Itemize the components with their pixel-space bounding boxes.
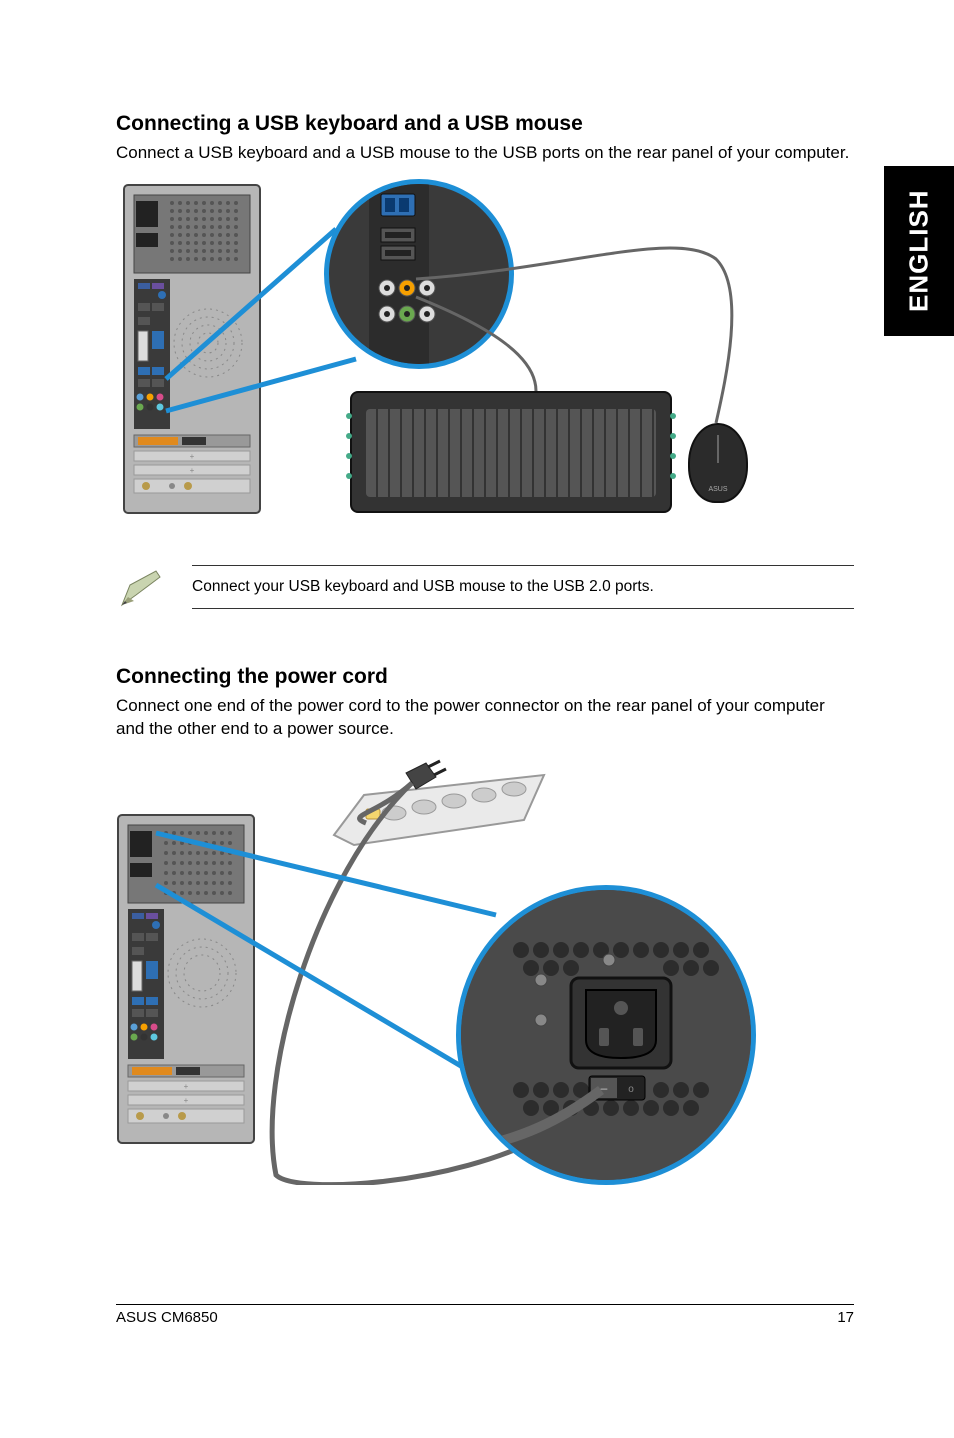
mouse-icon: ASUS <box>688 423 748 503</box>
footer-page-number: 17 <box>837 1309 854 1326</box>
section2-title: Connecting the power cord <box>116 665 854 689</box>
svg-text:o: o <box>628 1084 634 1095</box>
page-footer: ASUS CM6850 17 <box>116 1304 854 1326</box>
figure-usb-keyboard-mouse: + + <box>116 179 756 539</box>
language-tab: ENGLISH <box>884 166 954 336</box>
pencil-icon <box>116 563 164 611</box>
note-text: Connect your USB keyboard and USB mouse … <box>192 578 654 595</box>
footer-product: ASUS CM6850 <box>116 1309 218 1326</box>
section2-body: Connect one end of the power cord to the… <box>116 695 854 741</box>
figure-power-cord: + + <box>116 755 756 1185</box>
section1-title: Connecting a USB keyboard and a USB mous… <box>116 112 854 136</box>
keyboard-icon <box>350 391 672 513</box>
power-connector-zoom-icon: – o <box>456 885 756 1185</box>
section1-body: Connect a USB keyboard and a USB mouse t… <box>116 142 854 165</box>
note-block: Connect your USB keyboard and USB mouse … <box>116 563 854 611</box>
